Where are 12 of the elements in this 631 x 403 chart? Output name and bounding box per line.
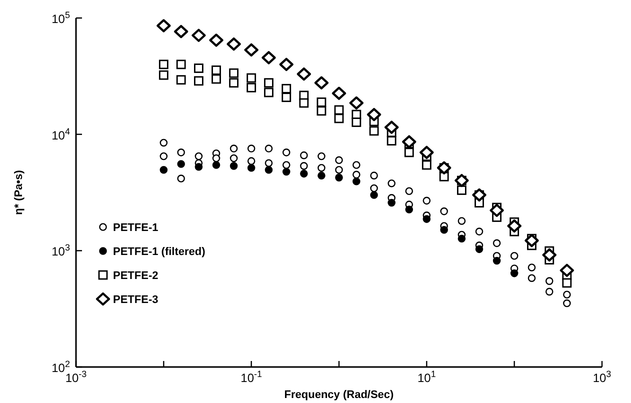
x-tick-label: 10$^{1}$ — [417, 369, 436, 385]
legend-label: PETFE-2 — [113, 270, 158, 282]
y-tick-label: 10$^{3}$ — [52, 242, 70, 259]
y-axis-title: η* (Pa•s) — [13, 170, 25, 215]
x-tick-label: 10$^{3}$ — [592, 369, 612, 385]
x-axis-title: Frequency (Rad/Sec) — [284, 389, 394, 401]
y-tick-label: 10$^{4}$ — [52, 126, 70, 142]
legend-label: PETFE-3 — [113, 294, 158, 306]
legend-label: PETFE-1 — [113, 222, 158, 234]
y-tick-label: 10$^{5}$ — [52, 10, 70, 26]
x-tick-label: 10$^{-1}$ — [240, 369, 262, 385]
legend-label: PETFE-1 (filtered) — [113, 246, 206, 258]
